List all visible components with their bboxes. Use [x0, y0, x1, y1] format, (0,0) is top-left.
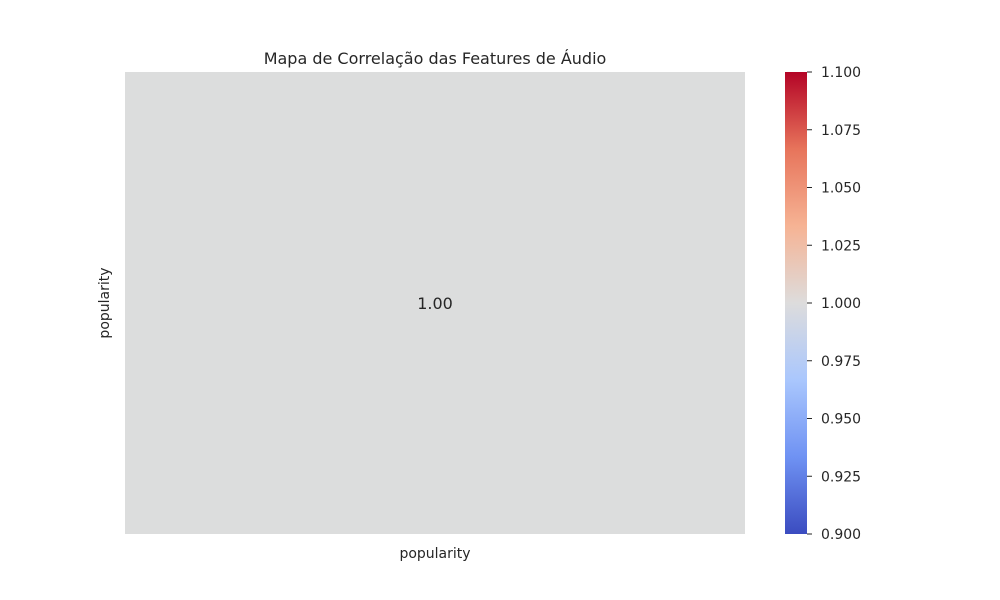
- colorbar-ticks: 0.900 0.925 0.950 0.975 1.000 1.025 1.050 1.075…: [807, 65, 861, 543]
- colorbar-tick-label: 0.950: [821, 412, 861, 428]
- heatmap-annotations: 1.00: [417, 294, 453, 313]
- heatmap-cell-annotation: 1.00: [417, 294, 453, 313]
- colorbar-tick-label: 1.000: [821, 296, 861, 312]
- y-tick-label: popularity: [97, 267, 113, 338]
- y-axis-tick-labels: popularity: [97, 267, 113, 338]
- colorbar-tick-label: 1.025: [821, 238, 861, 254]
- x-axis-tick-labels: popularity: [399, 546, 470, 562]
- colorbar-tick-label: 0.900: [821, 527, 861, 543]
- chart-title: Mapa de Correlação das Features de Áudio: [264, 49, 607, 68]
- colorbar-tick-label: 0.975: [821, 354, 861, 370]
- colorbar-gradient: [785, 72, 807, 534]
- colorbar-tick-label: 1.050: [821, 181, 861, 197]
- heatmap-cell: [125, 72, 745, 534]
- colorbar: 0.900 0.925 0.950 0.975 1.000 1.025 1.050 1.075…: [785, 65, 861, 543]
- heatmap-cells: [125, 72, 745, 534]
- colorbar-tick-label: 1.075: [821, 123, 861, 139]
- x-tick-label: popularity: [399, 546, 470, 562]
- colorbar-tick-label: 1.100: [821, 65, 861, 81]
- colorbar-tick-label: 0.925: [821, 469, 861, 485]
